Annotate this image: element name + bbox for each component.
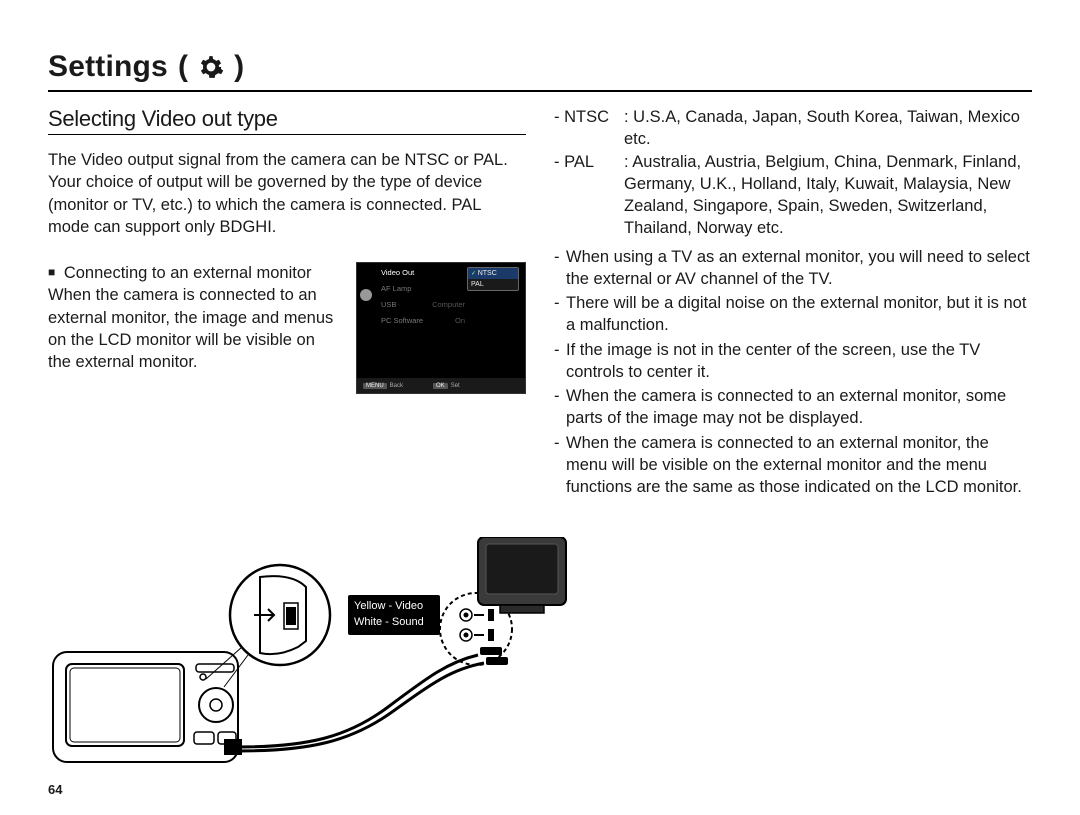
tv-icon — [478, 537, 566, 613]
left-column: Selecting Video out type The Video outpu… — [48, 106, 526, 499]
menu-item: AF Lamp — [379, 283, 467, 294]
section-subhead: Selecting Video out type — [48, 106, 526, 135]
menu-item-list: Video Out AF Lamp USB Computer PC Softwa… — [379, 267, 467, 326]
note-text: When the camera is connected to an exter… — [566, 432, 1032, 499]
pal-text: : Australia, Austria, Belgium, China, De… — [624, 151, 1032, 240]
cable-label-text: Yellow - Video White - Sound — [354, 599, 424, 631]
dash-icon: - — [554, 432, 566, 499]
dash-icon: - — [554, 292, 566, 337]
ntsc-row: - NTSC : U.S.A, Canada, Japan, South Kor… — [554, 106, 1032, 151]
intro-text: The Video output signal from the camera … — [48, 149, 526, 238]
camera-menu-screenshot: Video Out AF Lamp USB Computer PC Softwa… — [356, 262, 526, 394]
dash-icon: - — [554, 385, 566, 430]
dash-icon: - — [554, 246, 566, 291]
menu-popup: NTSC PAL — [467, 267, 519, 291]
page-number: 64 — [48, 782, 62, 797]
ntsc-label: - NTSC — [554, 106, 624, 151]
label-sound: White - Sound — [354, 615, 424, 631]
page-title: Settings — [48, 50, 168, 84]
standard-definitions: - NTSC : U.S.A, Canada, Japan, South Kor… — [554, 106, 1032, 240]
ntsc-text: : U.S.A, Canada, Japan, South Korea, Tai… — [624, 106, 1032, 151]
title-paren-close: ) — [234, 50, 244, 84]
menu-popup-option: NTSC — [468, 268, 518, 279]
bullet-title: Connecting to an external monitor — [64, 264, 312, 282]
note-item: - When using a TV as an external monitor… — [554, 246, 1032, 291]
menu-item: Video Out — [379, 267, 467, 278]
page-title-row: Settings ( ) — [48, 50, 1032, 92]
note-text: If the image is not in the center of the… — [566, 339, 1032, 384]
dash-icon: - — [554, 339, 566, 384]
connection-diagram: Yellow - Video White - Sound — [48, 537, 568, 767]
menu-item: USB Computer — [379, 299, 467, 310]
menu-back: MENUBack — [363, 383, 403, 389]
pal-label: - PAL — [554, 151, 624, 240]
camera-icon — [53, 652, 238, 762]
note-item: - If the image is not in the center of t… — [554, 339, 1032, 384]
menu-bottom-bar: MENUBack OKSet — [357, 378, 525, 393]
note-item: - When the camera is connected to an ext… — [554, 432, 1032, 499]
bullet-text: ■ Connecting to an external monitor When… — [48, 262, 338, 373]
menu-set: OKSet — [433, 383, 460, 389]
right-column: - NTSC : U.S.A, Canada, Japan, South Kor… — [554, 106, 1032, 499]
note-item: - There will be a digital noise on the e… — [554, 292, 1032, 337]
menu-gear-icon — [360, 289, 372, 301]
bullet-block: ■ Connecting to an external monitor When… — [48, 262, 526, 394]
bullet-square-icon: ■ — [48, 265, 55, 279]
gear-icon — [198, 54, 224, 80]
menu-tab-icons — [357, 263, 375, 377]
menu-popup-option: PAL — [468, 279, 518, 290]
note-text: When the camera is connected to an exter… — [566, 385, 1032, 430]
pal-row: - PAL : Australia, Austria, Belgium, Chi… — [554, 151, 1032, 240]
note-text: When using a TV as an external monitor, … — [566, 246, 1032, 291]
note-text: There will be a digital noise on the ext… — [566, 292, 1032, 337]
note-item: - When the camera is connected to an ext… — [554, 385, 1032, 430]
title-paren-open: ( — [178, 50, 188, 84]
label-video: Yellow - Video — [354, 599, 424, 615]
menu-item: PC Software On — [379, 315, 467, 326]
bullet-body: When the camera is connected to an exter… — [48, 286, 333, 371]
